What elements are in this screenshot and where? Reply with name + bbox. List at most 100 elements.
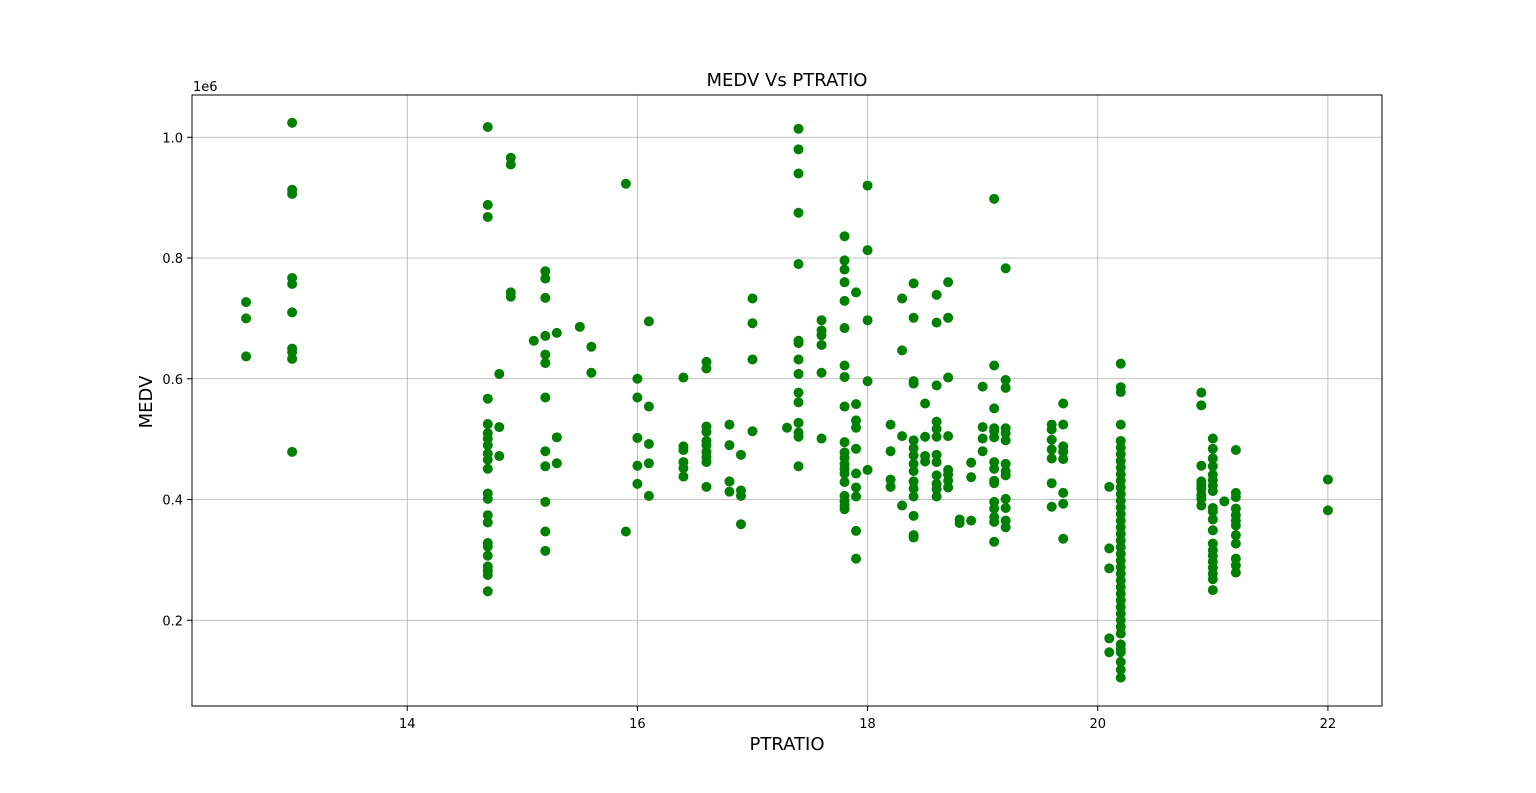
data-point <box>551 327 562 338</box>
data-point <box>287 307 298 318</box>
data-point <box>885 419 896 430</box>
data-point <box>643 438 654 449</box>
data-point <box>643 490 654 501</box>
data-point <box>1058 487 1069 498</box>
data-point <box>505 291 516 302</box>
data-point <box>931 449 942 460</box>
data-point <box>494 368 505 379</box>
data-point <box>816 330 827 341</box>
data-point <box>793 207 804 218</box>
data-point <box>908 458 919 469</box>
data-point <box>793 387 804 398</box>
data-point <box>966 472 977 483</box>
data-point <box>943 431 954 442</box>
data-point <box>482 211 493 222</box>
data-point <box>839 371 850 382</box>
data-point <box>482 199 493 210</box>
data-point <box>851 422 862 433</box>
data-point <box>1115 387 1126 398</box>
data-point <box>724 476 735 487</box>
data-point <box>701 426 712 437</box>
data-point <box>908 476 919 487</box>
data-point <box>1046 478 1057 489</box>
data-point <box>908 532 919 543</box>
data-point <box>1207 461 1218 472</box>
data-point <box>839 295 850 306</box>
data-point <box>482 541 493 552</box>
data-point <box>1115 419 1126 430</box>
x-tick-label: 16 <box>629 717 646 732</box>
data-point <box>1207 574 1218 585</box>
data-point <box>966 515 977 526</box>
data-point <box>931 491 942 502</box>
data-point <box>851 415 862 426</box>
data-point <box>701 457 712 468</box>
data-point <box>1196 460 1207 471</box>
data-point <box>494 422 505 433</box>
data-point <box>540 545 551 556</box>
data-point <box>793 123 804 134</box>
data-point <box>920 456 931 467</box>
data-point <box>1000 493 1011 504</box>
data-point <box>1000 458 1011 469</box>
data-point <box>1104 481 1115 492</box>
data-point <box>862 464 873 475</box>
data-point <box>1000 382 1011 393</box>
data-point <box>989 403 1000 414</box>
x-tick-label: 22 <box>1320 717 1337 732</box>
data-point <box>1115 358 1126 369</box>
x-tick-label: 18 <box>859 717 876 732</box>
x-axis-title: PTRATIO <box>749 734 824 755</box>
data-point <box>851 443 862 454</box>
data-point <box>287 189 298 200</box>
data-point <box>908 443 919 454</box>
data-point <box>782 422 792 433</box>
data-point <box>540 349 551 360</box>
data-point <box>977 381 988 392</box>
data-point <box>862 180 873 191</box>
data-point <box>920 431 931 442</box>
data-point <box>931 317 942 328</box>
data-point <box>482 493 493 504</box>
data-point <box>1046 501 1057 512</box>
data-point <box>793 417 804 428</box>
data-point <box>839 360 850 371</box>
data-point <box>977 433 988 444</box>
data-point <box>885 481 896 492</box>
data-point <box>482 550 493 561</box>
data-point <box>1000 502 1011 513</box>
y-axis-offset-label: 1e6 <box>193 80 218 95</box>
data-point <box>1058 398 1069 409</box>
data-point <box>1046 453 1057 464</box>
data-point <box>482 419 493 430</box>
data-point <box>1058 419 1069 430</box>
data-point <box>620 178 631 189</box>
data-point <box>1219 496 1230 507</box>
data-point <box>908 278 919 289</box>
data-point <box>1104 543 1115 554</box>
data-point <box>1207 486 1218 497</box>
data-point <box>678 471 689 482</box>
data-point <box>1115 647 1126 658</box>
data-point <box>793 368 804 379</box>
data-point <box>1322 474 1333 485</box>
data-point <box>862 245 873 256</box>
data-point <box>747 354 758 365</box>
data-point <box>1000 435 1011 446</box>
data-point <box>1115 656 1126 667</box>
data-point <box>943 277 954 288</box>
data-point <box>678 463 689 474</box>
data-point <box>540 526 551 537</box>
data-point <box>735 490 746 501</box>
data-point <box>540 461 551 472</box>
data-point <box>701 481 712 492</box>
data-point <box>1230 492 1241 503</box>
data-point <box>862 315 873 326</box>
data-point <box>816 315 827 326</box>
x-tick-label: 14 <box>399 717 416 732</box>
data-point <box>839 401 850 412</box>
data-point <box>574 321 585 332</box>
data-point <box>851 287 862 298</box>
data-point <box>897 345 908 356</box>
data-point <box>977 446 988 457</box>
